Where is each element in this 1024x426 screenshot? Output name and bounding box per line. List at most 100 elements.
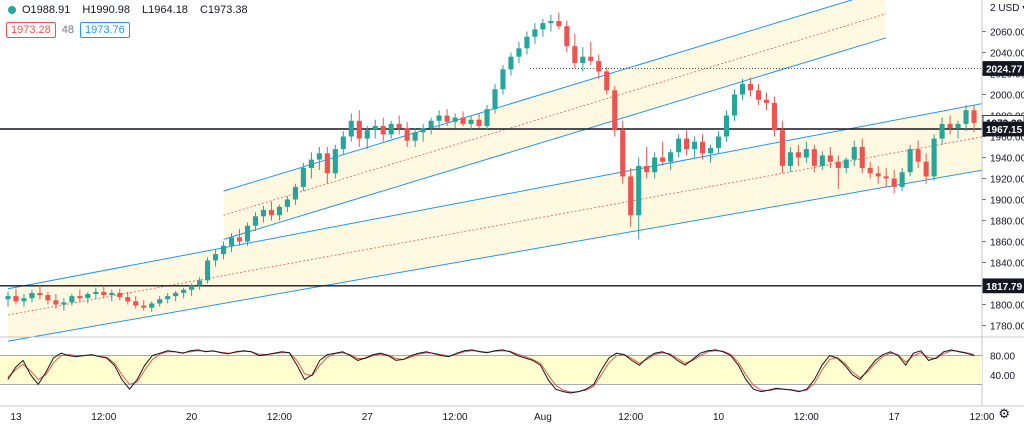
candle [85,294,91,299]
candle [492,89,498,110]
spread-value: 48 [61,24,75,36]
candle [692,141,698,150]
candle [731,94,738,116]
candle [412,132,418,141]
candle [540,23,546,30]
candle [548,21,554,24]
y-tick-label: 1800.00 [990,301,1024,312]
candle [644,165,650,173]
bid-price-button[interactable]: 1973.28 [6,22,56,38]
candle [939,123,945,139]
rising-channel-median [223,13,887,216]
candle [93,291,99,294]
candle [707,148,714,154]
candle [620,130,626,177]
candle [268,210,275,216]
ohlc-legend: O1988.91 H1990.98 L1964.18 C1973.38 [8,4,254,16]
y-tick-label: 1940.00 [990,154,1024,165]
candle [101,291,107,296]
candle [931,138,937,177]
candle [436,115,442,121]
x-tick-label: 12:00 [91,412,116,423]
candle [851,147,857,160]
candle [468,119,474,124]
price-label-box [982,278,1024,294]
candle [444,115,450,122]
candle [955,123,961,129]
candle [220,245,227,255]
candle [827,155,833,162]
rising-channel-fill [223,0,887,240]
x-tick-label: Aug [534,412,552,423]
candle [484,109,490,126]
ohlc-low: L1964.18 [142,4,188,16]
candle [747,84,754,91]
candle [189,285,195,290]
main-channel-median [7,128,1024,316]
currency-label: 2 USD ▾ [990,3,1024,14]
candle [660,157,666,162]
y-tick-label: 2060.00 [990,28,1024,39]
candle [811,149,817,166]
candle [420,128,426,133]
y-tick-label: 1920.00 [990,175,1024,186]
candle [316,153,322,160]
y-tick-label: 1960.00 [990,133,1024,144]
candle [252,216,259,226]
candle [292,186,298,200]
candle [500,69,506,90]
price-label-box [982,121,1024,137]
stochastic-tick-label: 40.00 [990,371,1015,382]
candle [428,120,434,129]
ohlc-open: O1988.91 [22,4,71,16]
candle [476,119,482,126]
candle [891,178,897,187]
y-tick-label: 1780.00 [990,322,1024,333]
candle [300,168,306,187]
candle [524,36,530,49]
x-tick-label: 17 [889,412,901,423]
candle [380,126,386,135]
candle [157,299,163,304]
candle [668,152,674,162]
candle [77,296,83,299]
candle [125,297,131,302]
candle [165,296,171,300]
x-tick-label: 12:00 [618,412,643,423]
candle [133,301,139,306]
gear-icon[interactable]: ⚙ [998,406,1010,421]
candle [244,225,251,242]
candle [53,300,59,305]
candle [763,99,769,103]
candle [907,149,913,173]
candle [739,84,746,95]
candle [787,152,793,166]
candle [213,254,219,261]
candle [348,120,354,137]
price-label: 1817.79 [986,282,1023,293]
candle [771,102,777,131]
candle [835,161,841,168]
candle [795,152,801,158]
candle [372,126,378,131]
candle [324,153,330,174]
candle [205,260,211,281]
candle [556,21,562,27]
candle [532,29,538,37]
x-tick-label: 20 [186,412,198,423]
candle [564,26,570,47]
candle [915,149,921,162]
price-label-box [982,61,1024,76]
ask-price-button[interactable]: 1973.76 [80,22,130,38]
candle [612,90,618,131]
candle [971,110,977,123]
candle [452,117,458,122]
candle [899,172,905,187]
candle [396,123,402,129]
candle [69,296,75,303]
candle [803,149,809,158]
y-tick-label: 1900.00 [990,196,1024,207]
symbol-status-icon [8,6,16,14]
rising-channel-lower [223,37,887,240]
